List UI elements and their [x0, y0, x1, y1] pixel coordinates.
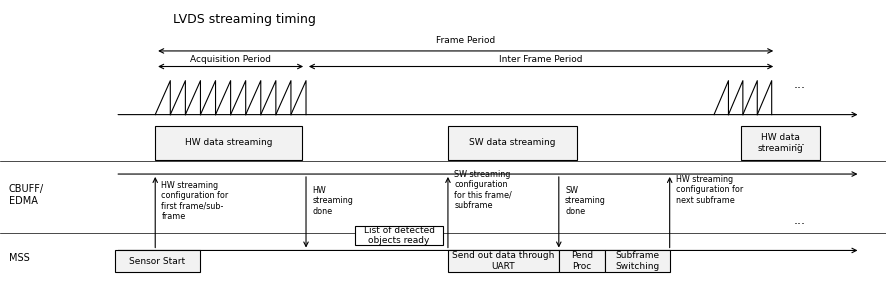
- Bar: [447, 250, 558, 272]
- Bar: [740, 126, 820, 160]
- Text: List of detected
objects ready: List of detected objects ready: [363, 226, 434, 245]
- Text: HW data streaming: HW data streaming: [184, 138, 272, 147]
- Text: ...: ...: [793, 214, 805, 227]
- Bar: [604, 250, 669, 272]
- Text: SW streaming
configuration
for this frame/
subframe: SW streaming configuration for this fram…: [454, 170, 511, 210]
- Bar: [155, 126, 301, 160]
- Text: Pend
Proc: Pend Proc: [571, 251, 592, 271]
- Text: CBUFF/
EDMA: CBUFF/ EDMA: [9, 185, 44, 206]
- Text: LVDS streaming timing: LVDS streaming timing: [173, 13, 315, 26]
- Text: MSS: MSS: [9, 252, 29, 263]
- Text: Send out data through
UART: Send out data through UART: [452, 251, 554, 271]
- Text: ...: ...: [793, 78, 805, 91]
- Bar: [558, 250, 604, 272]
- Text: Sensor Start: Sensor Start: [129, 257, 185, 265]
- Bar: [115, 250, 199, 272]
- Text: Subframe
Switching: Subframe Switching: [615, 251, 658, 271]
- Text: HW streaming
configuration for
next subframe: HW streaming configuration for next subf…: [675, 175, 742, 205]
- Text: HW data
streaming: HW data streaming: [757, 133, 803, 153]
- Text: Frame Period: Frame Period: [436, 36, 494, 45]
- Text: HW
streaming
done: HW streaming done: [312, 186, 353, 216]
- Bar: [447, 126, 576, 160]
- Text: SW
streaming
done: SW streaming done: [564, 186, 605, 216]
- Text: Acquisition Period: Acquisition Period: [190, 55, 271, 64]
- Text: ...: ...: [793, 135, 805, 148]
- Text: HW streaming
configuration for
first frame/sub-
frame: HW streaming configuration for first fra…: [161, 181, 229, 221]
- Text: SW data streaming: SW data streaming: [469, 138, 555, 147]
- Text: Inter Frame Period: Inter Frame Period: [499, 55, 582, 64]
- Bar: [354, 226, 443, 245]
